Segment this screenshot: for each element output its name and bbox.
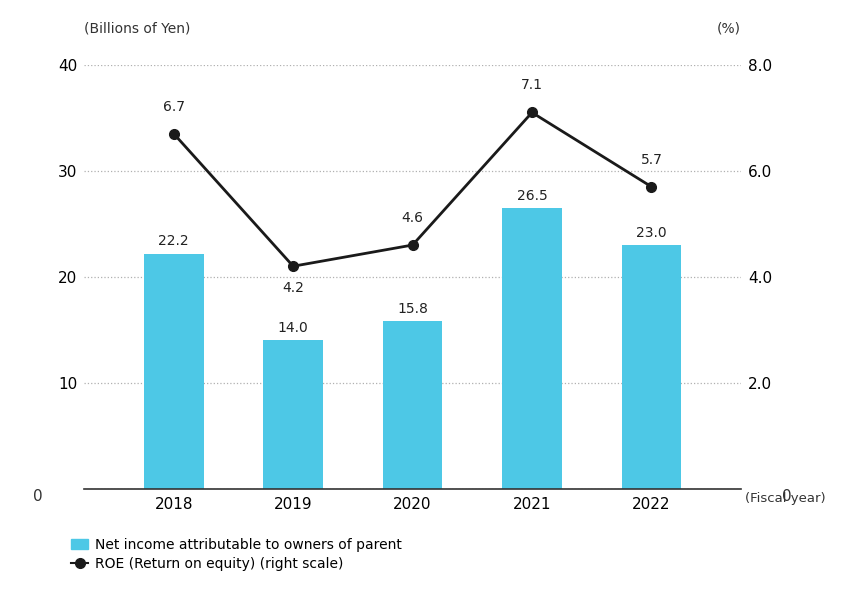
Text: 6.7: 6.7 bbox=[163, 100, 184, 114]
Text: 22.2: 22.2 bbox=[158, 234, 189, 248]
Text: 7.1: 7.1 bbox=[521, 78, 543, 92]
Bar bbox=[621, 245, 681, 489]
Text: 0: 0 bbox=[782, 489, 792, 504]
Text: (Fiscal year): (Fiscal year) bbox=[745, 492, 826, 505]
Text: 0: 0 bbox=[33, 489, 43, 504]
Text: (Billions of Yen): (Billions of Yen) bbox=[84, 21, 190, 35]
Text: 4.6: 4.6 bbox=[402, 211, 424, 225]
Text: 14.0: 14.0 bbox=[278, 321, 308, 335]
Bar bbox=[264, 340, 323, 489]
Text: (%): (%) bbox=[717, 21, 741, 35]
Text: 15.8: 15.8 bbox=[397, 302, 428, 316]
Bar bbox=[502, 208, 562, 489]
Bar bbox=[144, 253, 204, 489]
Legend: Net income attributable to owners of parent, ROE (Return on equity) (right scale: Net income attributable to owners of par… bbox=[66, 532, 408, 576]
Text: 4.2: 4.2 bbox=[282, 282, 304, 295]
Bar bbox=[383, 322, 442, 489]
Text: 23.0: 23.0 bbox=[636, 226, 667, 240]
Text: 26.5: 26.5 bbox=[517, 188, 547, 203]
Text: 5.7: 5.7 bbox=[641, 153, 663, 167]
